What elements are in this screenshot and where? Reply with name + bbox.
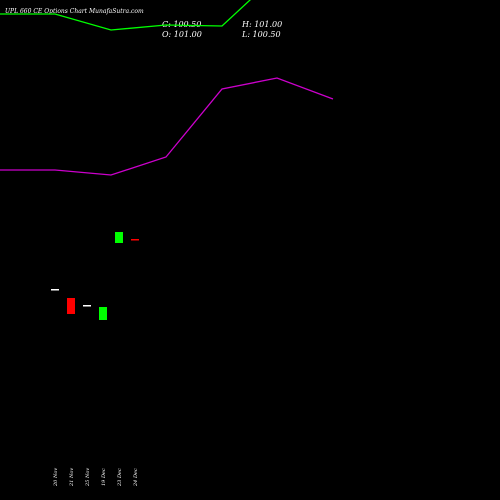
x-tick-label: 23 Dec: [117, 468, 123, 487]
x-tick-label: 20 Nov: [53, 468, 59, 487]
x-tick-label: 25 Nov: [85, 468, 91, 487]
close-value: C: 100.50: [162, 20, 202, 29]
x-tick-label: 21 Nov: [69, 468, 75, 487]
series-line-2: [0, 77, 334, 176]
candle-body-5: [115, 232, 123, 243]
x-tick-label: 24 Dec: [133, 468, 139, 487]
chart-title: UPL 660 CE Options Chart MunafaSutra.com: [5, 8, 144, 15]
candle-body-3: [83, 305, 91, 307]
candle-body-6: [131, 239, 139, 241]
open-value: O: 101.00: [162, 30, 202, 39]
candle-body-4: [99, 307, 107, 320]
x-tick-label: 19 Dec: [101, 468, 107, 486]
series-line-1: [0, 0, 251, 31]
high-value: H: 101.00: [242, 20, 283, 29]
low-value: L: 100.50: [242, 30, 281, 39]
candle-body-1: [51, 289, 59, 291]
candle-body-2: [67, 298, 75, 314]
